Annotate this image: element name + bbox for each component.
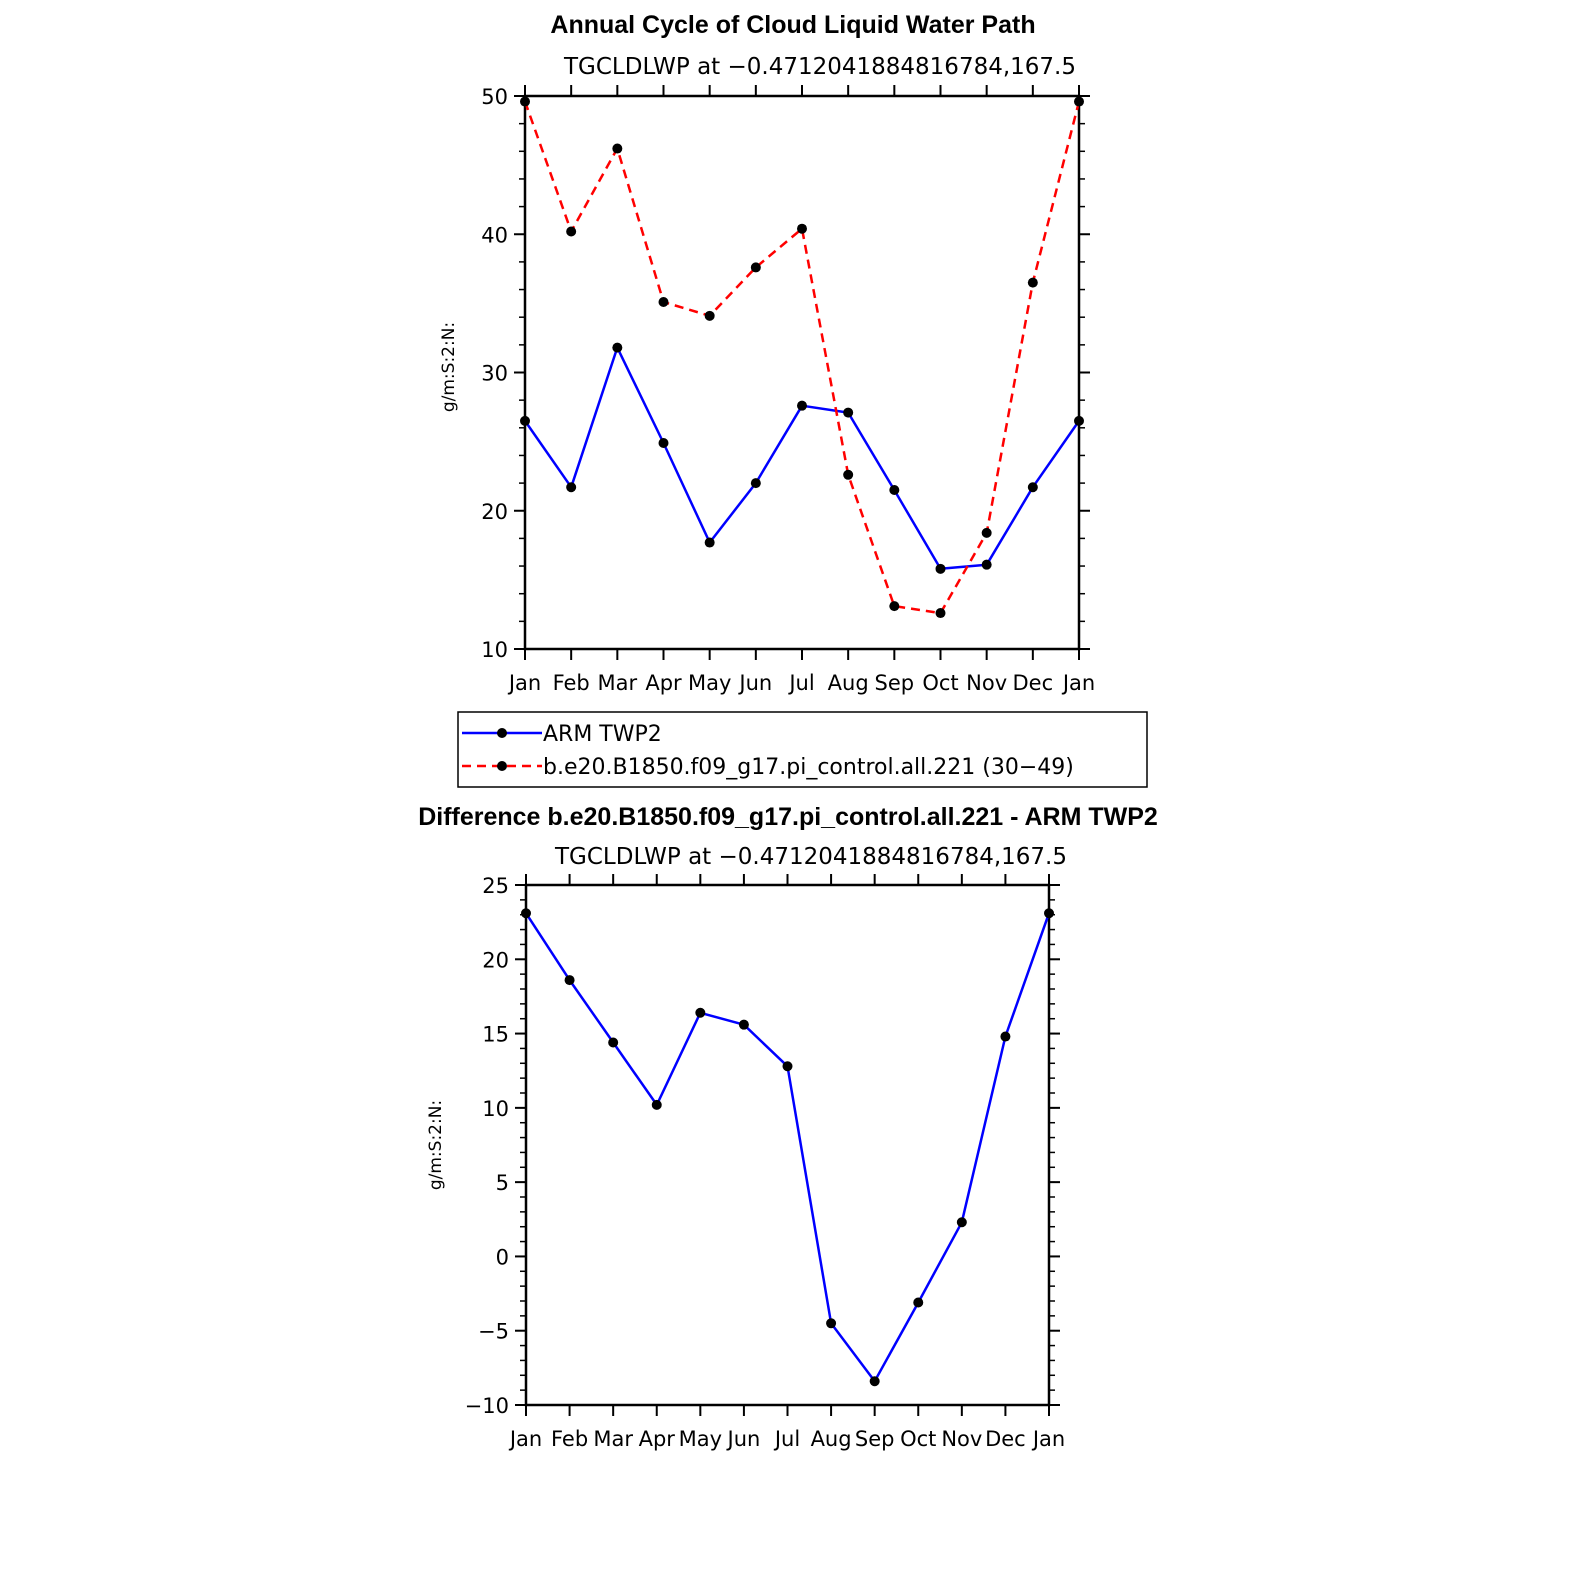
legend-label-model: b.e20.B1850.f09_g17.pi_control.all.221 (…	[543, 755, 1074, 780]
chart2-xtick-label: Nov	[941, 1427, 982, 1451]
chart2-xtick-label: Aug	[811, 1427, 852, 1451]
chart2-xtick-label: Jun	[726, 1427, 761, 1451]
chart2-ytick-label: 20	[482, 948, 509, 972]
chart1-series-1-point	[843, 469, 854, 480]
chart2-plot: Jan Feb Mar Apr May Jun Jul Aug Sep Oct Nov Dec Jan−…	[465, 874, 1065, 1451]
chart1-series-1-point	[566, 226, 577, 237]
chart1-ytick-label: 50	[481, 85, 508, 109]
chart1-xtick-label: Jan	[1061, 671, 1095, 695]
chart2-series-0-point	[564, 975, 575, 986]
chart1-series-1-point	[889, 601, 900, 612]
chart1-series-1-point	[935, 608, 946, 619]
chart1-ytick-label: 10	[481, 638, 508, 662]
chart1-xtick-label: Apr	[645, 671, 682, 695]
legend-box	[457, 711, 1148, 788]
chart1-series-1-point	[704, 310, 715, 321]
chart1-series-1-point	[658, 296, 669, 307]
chart2-series-0-point	[1000, 1031, 1011, 1042]
chart2-series-0-point	[913, 1297, 924, 1308]
chart2-ytick-label: 0	[496, 1245, 509, 1269]
chart1-series-1-point	[797, 223, 807, 234]
chart2-xtick-label: Jul	[773, 1427, 800, 1451]
chart1-series-0-point	[797, 400, 807, 411]
chart2-xtick-label: Apr	[639, 1427, 676, 1451]
chart1-series-0-point	[566, 482, 577, 493]
chart1-series-0-point	[981, 559, 992, 570]
chart1-xtick-label: Jun	[737, 671, 772, 695]
chart2-xtick-label: Feb	[551, 1427, 588, 1451]
chart2-series-0-point	[826, 1318, 837, 1329]
chart1-series-1-point	[750, 262, 761, 273]
chart1-series-0-point	[889, 485, 900, 496]
chart1-xtick-label: Feb	[553, 671, 590, 695]
chart2-series-line-0	[524, 912, 1051, 1383]
chart2-series-0-point	[956, 1217, 967, 1228]
chart2-ytick-label: −10	[465, 1394, 509, 1418]
chart2-series-0-point	[1044, 908, 1054, 919]
chart1-series-line-1	[523, 101, 1081, 615]
chart1-series-line-0	[523, 346, 1081, 571]
chart2-xtick-label: Mar	[593, 1427, 633, 1451]
chart1-xtick-label: Mar	[598, 671, 638, 695]
chart1-series-1-point	[612, 143, 623, 154]
chart1-series-0-point	[935, 563, 946, 574]
chart2-xtick-label: May	[679, 1427, 722, 1451]
chart1-xtick-label: Dec	[1013, 671, 1054, 695]
chart2-ytick-label: 15	[482, 1023, 509, 1047]
chart1-xtick-label: Oct	[922, 671, 958, 695]
chart1-series-0-point	[520, 415, 530, 426]
legend-label-arm: ARM TWP2	[543, 722, 662, 747]
chart1-xtick-label: Nov	[966, 671, 1007, 695]
chart2-series-0-point	[738, 1019, 749, 1030]
chart1-series-0-point	[843, 407, 854, 418]
chart1-series-0-point	[612, 342, 623, 353]
chart1-ytick-label: 40	[481, 223, 508, 247]
chart2-series-0-point	[521, 908, 531, 919]
chart1-ylabel: g/m:S:2:N:	[439, 322, 459, 412]
chart1-xtick-label: Jan	[507, 671, 541, 695]
chart1-series-1-point	[981, 527, 992, 538]
chart2-xtick-label: Jan	[508, 1427, 542, 1451]
chart2-series-0-point	[695, 1007, 706, 1018]
legend-marker-model	[497, 761, 507, 771]
chart2-ytick-label: 5	[496, 1171, 509, 1195]
legend-marker-arm	[497, 728, 507, 738]
chart1-series-0-point	[1074, 415, 1084, 426]
chart2-xtick-label: Dec	[985, 1427, 1026, 1451]
legend: ARM TWP2 b.e20.B1850.f09_g17.pi_control.…	[457, 711, 1148, 788]
chart1-series-0-point	[658, 438, 669, 449]
chart1-xtick-label: Aug	[828, 671, 869, 695]
chart2-ytick-label: −5	[478, 1320, 509, 1344]
chart1-series-1-point	[1027, 277, 1038, 288]
chart2-xtick-label: Sep	[855, 1427, 895, 1451]
chart1-plot: Jan Feb Mar Apr May Jun Jul Aug Sep Oct Nov Dec Jan 1…	[481, 85, 1095, 695]
chart2-xtick-label: Jan	[1031, 1427, 1065, 1451]
chart1-series-1-point	[1074, 96, 1084, 107]
chart1-xtick-label: Sep	[875, 671, 915, 695]
chart1-xtick-label: May	[688, 671, 731, 695]
chart2-series-0-point	[608, 1037, 619, 1048]
chart2-ylabel: g/m:S:2:N:	[426, 1100, 446, 1190]
chart1-subtitle: TGCLDLWP at −0.4712041884816784,167.5	[563, 54, 1076, 80]
chart2-title: Difference b.e20.B1850.f09_g17.pi_contro…	[418, 803, 1158, 831]
chart2-xtick-label: Oct	[900, 1427, 936, 1451]
chart2-series-0-point	[782, 1061, 793, 1072]
chart2-ytick-label: 25	[482, 874, 509, 898]
chart1-series-0-point	[1027, 482, 1038, 493]
chart1-series-1-point	[520, 96, 530, 107]
chart1-series-0-point	[750, 478, 761, 489]
chart2-series-0-point	[651, 1099, 662, 1110]
chart2-ytick-label: 10	[482, 1097, 509, 1121]
chart1-ytick-label: 30	[481, 362, 508, 386]
chart1-series-0-point	[704, 537, 715, 548]
chart1-ytick-label: 20	[481, 500, 508, 524]
chart2-series-0-point	[869, 1376, 880, 1387]
chart2-frame	[524, 883, 1051, 1407]
chart1-xtick-label: Jul	[787, 671, 814, 695]
chart1-title: Annual Cycle of Cloud Liquid Water Path	[550, 11, 1035, 39]
chart2-subtitle: TGCLDLWP at −0.4712041884816784,167.5	[554, 844, 1067, 870]
